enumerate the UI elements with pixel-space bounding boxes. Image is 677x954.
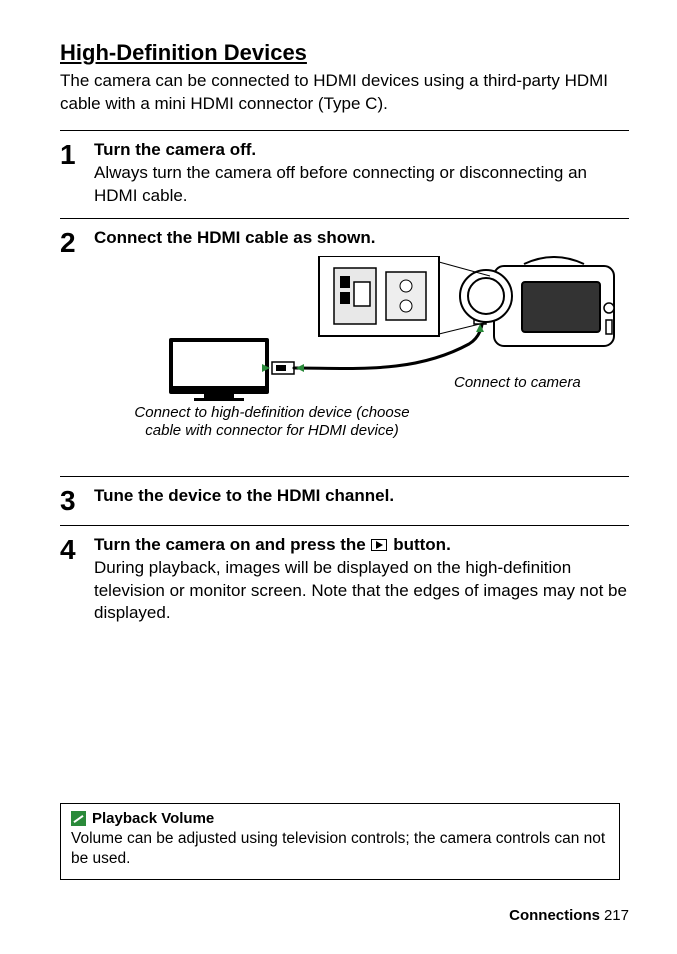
diagram-caption-tv: Connect to high-definition device (choos… xyxy=(122,404,422,442)
step-head-pre: Turn the camera on and press the xyxy=(94,535,370,554)
step-heading: Tune the device to the HDMI channel. xyxy=(94,485,629,508)
step-number: 4 xyxy=(60,534,94,564)
page-footer: Connections217 xyxy=(509,907,629,924)
playback-icon xyxy=(371,539,387,551)
step-number: 1 xyxy=(60,139,94,169)
connection-diagram: Connect to camera Connect to high-defini… xyxy=(94,256,629,466)
note-icon xyxy=(71,811,86,826)
section-title: High-Definition Devices xyxy=(60,40,629,66)
step-heading: Connect the HDMI cable as shown. xyxy=(94,227,629,250)
step-2: 2 Connect the HDMI cable as shown. xyxy=(60,219,629,476)
step-text: During playback, images will be displaye… xyxy=(94,557,629,626)
step-3: 3 Tune the device to the HDMI channel. xyxy=(60,477,629,525)
note-box: Playback Volume Volume can be adjusted u… xyxy=(60,803,620,880)
step-1: 1 Turn the camera off. Always turn the c… xyxy=(60,131,629,218)
step-head-post: button. xyxy=(388,535,450,554)
footer-section: Connections xyxy=(509,907,600,924)
step-number: 2 xyxy=(60,227,94,257)
step-text: Always turn the camera off before connec… xyxy=(94,162,629,208)
note-text: Volume can be adjusted using television … xyxy=(71,829,609,869)
step-heading: Turn the camera on and press the button. xyxy=(94,534,629,557)
step-4: 4 Turn the camera on and press the butto… xyxy=(60,526,629,636)
footer-page: 217 xyxy=(604,907,629,924)
intro-text: The camera can be connected to HDMI devi… xyxy=(60,70,629,116)
diagram-caption-camera: Connect to camera xyxy=(454,374,581,391)
step-number: 3 xyxy=(60,485,94,515)
note-title: Playback Volume xyxy=(92,810,214,827)
step-heading: Turn the camera off. xyxy=(94,139,629,162)
